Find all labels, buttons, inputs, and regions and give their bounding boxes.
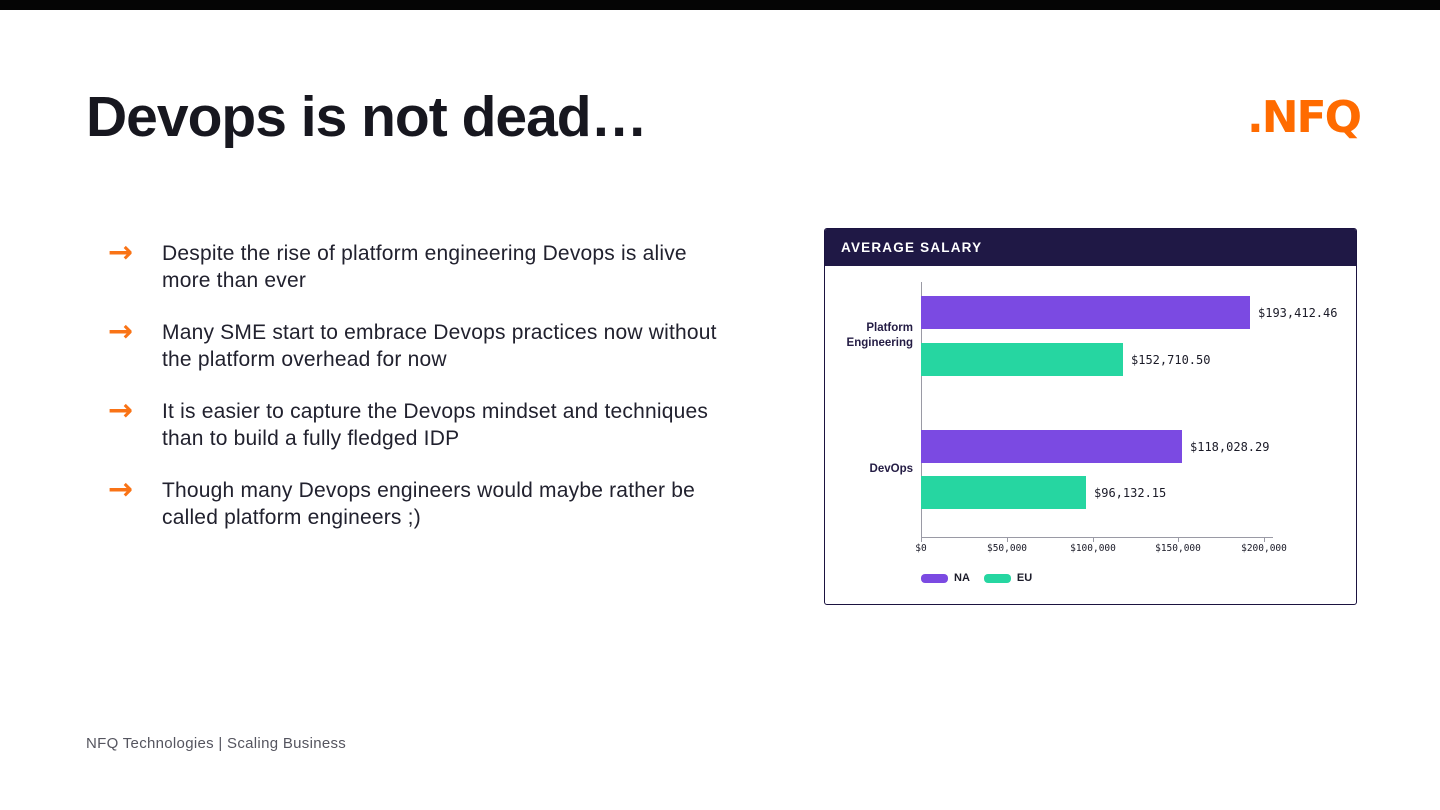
bar-row: $152,710.50 bbox=[921, 343, 1210, 376]
category-label-platform-engineering: Platform Engineering bbox=[846, 322, 913, 349]
top-accent-bar bbox=[0, 0, 1440, 10]
bar-row: $118,028.29 bbox=[921, 430, 1269, 463]
arrow-icon: → bbox=[108, 235, 134, 270]
bar-na-platform-engineering bbox=[921, 296, 1250, 329]
category-label-devops: DevOps bbox=[869, 463, 913, 475]
x-tick-mark bbox=[1264, 537, 1265, 542]
bullet-list: → Despite the rise of platform engineeri… bbox=[108, 235, 748, 556]
bullet-item: → Despite the rise of platform engineeri… bbox=[108, 235, 748, 294]
bullet-item: → Though many Devops engineers would may… bbox=[108, 472, 748, 531]
x-tick-mark bbox=[1007, 537, 1008, 542]
arrow-icon: → bbox=[108, 393, 134, 428]
x-tick-label: $0 bbox=[915, 543, 927, 554]
chart-legend: NA EU bbox=[921, 572, 1046, 584]
bar-na-devops bbox=[921, 430, 1182, 463]
bar-value-label: $152,710.50 bbox=[1131, 352, 1211, 367]
footer-text: NFQ Technologies | Scaling Business bbox=[86, 735, 347, 752]
bullet-text: Despite the rise of platform engineering… bbox=[162, 242, 687, 292]
arrow-icon: → bbox=[108, 314, 134, 349]
nfq-logo: .NFQ bbox=[1247, 92, 1362, 143]
x-tick-label: $150,000 bbox=[1155, 543, 1201, 554]
legend-label-eu: EU bbox=[1016, 572, 1033, 584]
bar-eu-devops bbox=[921, 476, 1086, 509]
bullet-item: → It is easier to capture the Devops min… bbox=[108, 393, 748, 452]
legend-swatch-eu bbox=[983, 573, 1011, 583]
x-tick-label: $50,000 bbox=[986, 543, 1028, 554]
bullet-item: → Many SME start to embrace Devops pract… bbox=[108, 314, 748, 373]
chart-plot-area: Platform Engineering DevOps $193,412.46 … bbox=[825, 266, 1356, 604]
x-tick-label: $200,000 bbox=[1241, 543, 1287, 554]
x-axis-line bbox=[921, 537, 1273, 538]
bar-value-label: $96,132.15 bbox=[1094, 485, 1167, 500]
x-tick-mark bbox=[1178, 537, 1179, 542]
arrow-icon: → bbox=[108, 472, 134, 507]
bar-eu-platform-engineering bbox=[921, 343, 1123, 376]
bar-value-label: $118,028.29 bbox=[1190, 439, 1270, 454]
bar-row: $193,412.46 bbox=[921, 296, 1337, 329]
bullet-text: It is easier to capture the Devops minds… bbox=[162, 400, 709, 450]
x-tick-label: $100,000 bbox=[1070, 543, 1116, 554]
bullet-text: Many SME start to embrace Devops practic… bbox=[162, 321, 717, 371]
page-title: Devops is not dead… bbox=[86, 85, 648, 149]
y-axis-line bbox=[921, 282, 922, 538]
x-tick-mark bbox=[1093, 537, 1094, 542]
legend-swatch-na bbox=[921, 573, 948, 583]
legend-label-na: NA bbox=[954, 572, 970, 584]
bar-value-label: $193,412.46 bbox=[1258, 305, 1338, 320]
chart-card: AVERAGE SALARY Platform Engineering DevO… bbox=[824, 228, 1357, 605]
bar-row: $96,132.15 bbox=[921, 476, 1166, 509]
chart-title: AVERAGE SALARY bbox=[825, 229, 1356, 266]
x-tick-mark bbox=[921, 537, 922, 542]
bullet-text: Though many Devops engineers would maybe… bbox=[162, 479, 695, 529]
